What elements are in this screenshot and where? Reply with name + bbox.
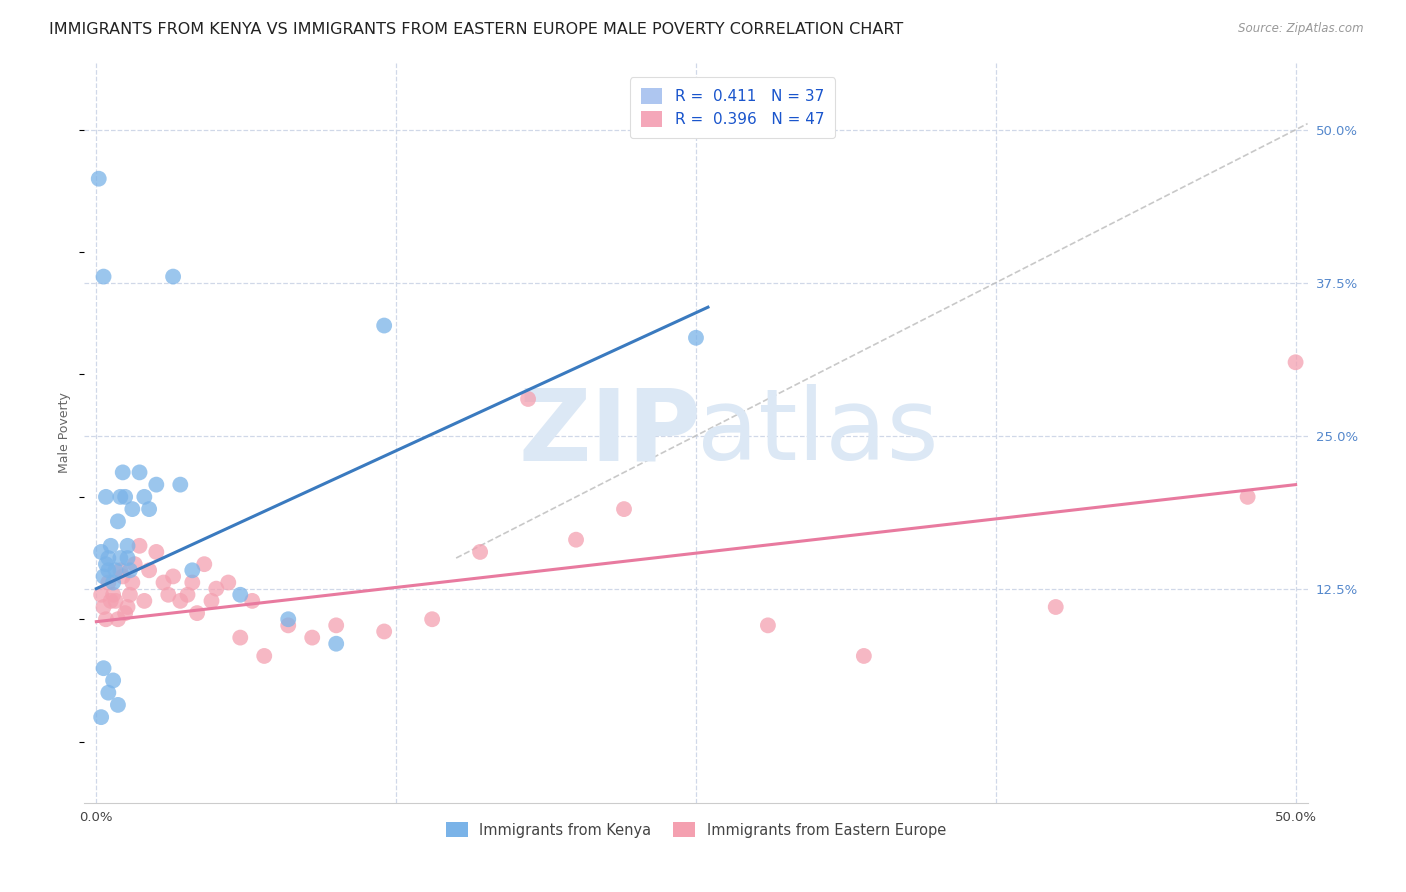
Point xyxy=(100,539,122,553)
Point xyxy=(111,569,134,583)
Point xyxy=(162,269,184,284)
Point xyxy=(97,551,120,566)
Point xyxy=(373,624,395,639)
Point xyxy=(253,648,276,663)
Point xyxy=(325,637,347,651)
Point xyxy=(193,557,215,571)
Point xyxy=(138,563,160,577)
Point xyxy=(277,612,299,626)
Point xyxy=(145,477,167,491)
Point xyxy=(90,545,112,559)
Point xyxy=(1236,490,1258,504)
Point xyxy=(181,575,204,590)
Point xyxy=(107,514,129,528)
Point xyxy=(176,588,198,602)
Point xyxy=(97,575,120,590)
Point xyxy=(117,599,139,614)
Text: Source: ZipAtlas.com: Source: ZipAtlas.com xyxy=(1239,22,1364,36)
Point xyxy=(117,539,139,553)
Point xyxy=(420,612,443,626)
Point xyxy=(134,490,156,504)
Point xyxy=(110,490,132,504)
Point xyxy=(90,710,112,724)
Point xyxy=(373,318,395,333)
Point xyxy=(301,631,323,645)
Point xyxy=(110,563,132,577)
Point xyxy=(229,588,252,602)
Point xyxy=(93,569,115,583)
Point xyxy=(101,673,124,688)
Point xyxy=(138,502,160,516)
Y-axis label: Male Poverty: Male Poverty xyxy=(58,392,72,473)
Point xyxy=(613,502,636,516)
Point xyxy=(565,533,588,547)
Point xyxy=(104,594,127,608)
Point xyxy=(152,575,174,590)
Point xyxy=(181,563,204,577)
Point xyxy=(110,551,132,566)
Point xyxy=(128,539,150,553)
Point xyxy=(169,477,191,491)
Point xyxy=(200,594,222,608)
Point xyxy=(229,631,252,645)
Point xyxy=(107,698,129,712)
Point xyxy=(94,490,117,504)
Point xyxy=(756,618,779,632)
Point xyxy=(1284,355,1306,369)
Point xyxy=(128,466,150,480)
Point xyxy=(87,171,110,186)
Point xyxy=(101,575,124,590)
Point xyxy=(852,648,875,663)
Point xyxy=(685,331,707,345)
Point xyxy=(468,545,491,559)
Point xyxy=(145,545,167,559)
Legend: Immigrants from Kenya, Immigrants from Eastern Europe: Immigrants from Kenya, Immigrants from E… xyxy=(440,816,952,844)
Text: IMMIGRANTS FROM KENYA VS IMMIGRANTS FROM EASTERN EUROPE MALE POVERTY CORRELATION: IMMIGRANTS FROM KENYA VS IMMIGRANTS FROM… xyxy=(49,22,904,37)
Point xyxy=(90,588,112,602)
Point xyxy=(97,563,120,577)
Point xyxy=(94,557,117,571)
Point xyxy=(157,588,180,602)
Text: atlas: atlas xyxy=(697,384,939,481)
Point xyxy=(325,618,347,632)
Point xyxy=(121,575,143,590)
Point xyxy=(1045,599,1067,614)
Point xyxy=(124,557,146,571)
Point xyxy=(240,594,263,608)
Point xyxy=(217,575,239,590)
Point xyxy=(107,612,129,626)
Point xyxy=(162,569,184,583)
Point xyxy=(117,551,139,566)
Point xyxy=(118,588,141,602)
Point xyxy=(169,594,191,608)
Point xyxy=(97,686,120,700)
Point xyxy=(111,466,134,480)
Point xyxy=(517,392,540,406)
Point xyxy=(121,502,143,516)
Point xyxy=(186,606,208,620)
Point xyxy=(100,594,122,608)
Point xyxy=(93,661,115,675)
Point xyxy=(93,599,115,614)
Point xyxy=(114,490,136,504)
Point xyxy=(277,618,299,632)
Text: ZIP: ZIP xyxy=(519,384,702,481)
Point xyxy=(93,269,115,284)
Point xyxy=(114,606,136,620)
Point xyxy=(205,582,228,596)
Point xyxy=(94,612,117,626)
Point xyxy=(101,588,124,602)
Point xyxy=(104,563,127,577)
Point xyxy=(118,563,141,577)
Point xyxy=(134,594,156,608)
